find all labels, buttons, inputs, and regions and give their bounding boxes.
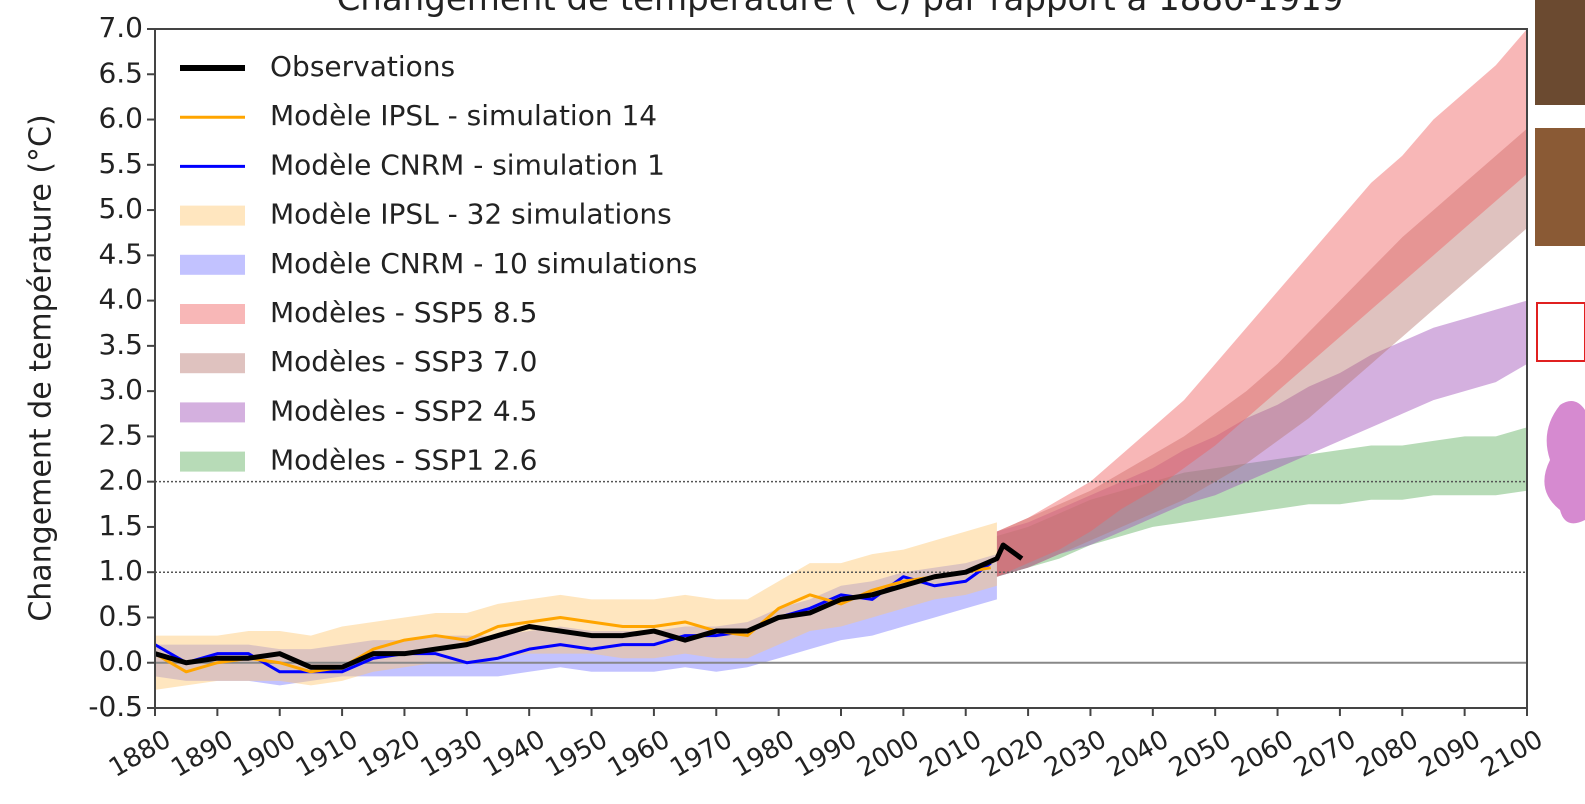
thumbnail[interactable]: [1535, 0, 1585, 105]
y-tick-label: 0.0: [98, 645, 143, 678]
legend-label: Modèles - SSP2 4.5: [270, 394, 537, 427]
y-tick-label: -0.5: [88, 690, 143, 723]
y-tick-label: 1.5: [98, 509, 143, 542]
y-tick-label: 2.0: [98, 464, 143, 497]
legend-swatch: [180, 353, 245, 373]
legend-swatch: [180, 304, 245, 324]
legend-label: Modèles - SSP1 2.6: [270, 444, 537, 477]
y-tick-label: 3.0: [98, 373, 143, 406]
legend-label: Modèle IPSL - 32 simulations: [270, 198, 672, 231]
legend-label: Modèle CNRM - simulation 1: [270, 148, 665, 181]
y-tick-label: 5.0: [98, 192, 143, 225]
legend-swatch: [180, 452, 245, 472]
legend-swatch: [180, 402, 245, 422]
legend-label: Modèle IPSL - simulation 14: [270, 99, 657, 132]
legend-label: Modèles - SSP3 7.0: [270, 345, 537, 378]
chart: Changement de température (°C) par rappo…: [0, 0, 1585, 804]
y-tick-label: 2.5: [98, 418, 143, 451]
y-tick-label: 5.5: [98, 147, 143, 180]
y-tick-label: 6.5: [98, 56, 143, 89]
y-tick-label: 6.0: [98, 102, 143, 135]
y-tick-label: 4.0: [98, 283, 143, 316]
legend-label: Modèle CNRM - 10 simulations: [270, 247, 697, 280]
legend-label: Observations: [270, 50, 455, 83]
legend-swatch: [180, 206, 245, 226]
y-tick-label: 1.0: [98, 554, 143, 587]
y-axis-label: Changement de température (°C): [24, 114, 59, 621]
y-tick-label: 0.5: [98, 599, 143, 632]
legend-swatch: [180, 255, 245, 275]
chart-title: Changement de température (°C) par rappo…: [337, 0, 1344, 19]
y-tick-label: 3.5: [98, 328, 143, 361]
y-tick-label: 4.5: [98, 237, 143, 270]
legend-label: Modèles - SSP5 8.5: [270, 296, 537, 329]
thumbnail[interactable]: [1535, 128, 1585, 246]
y-tick-label: 7.0: [98, 11, 143, 44]
